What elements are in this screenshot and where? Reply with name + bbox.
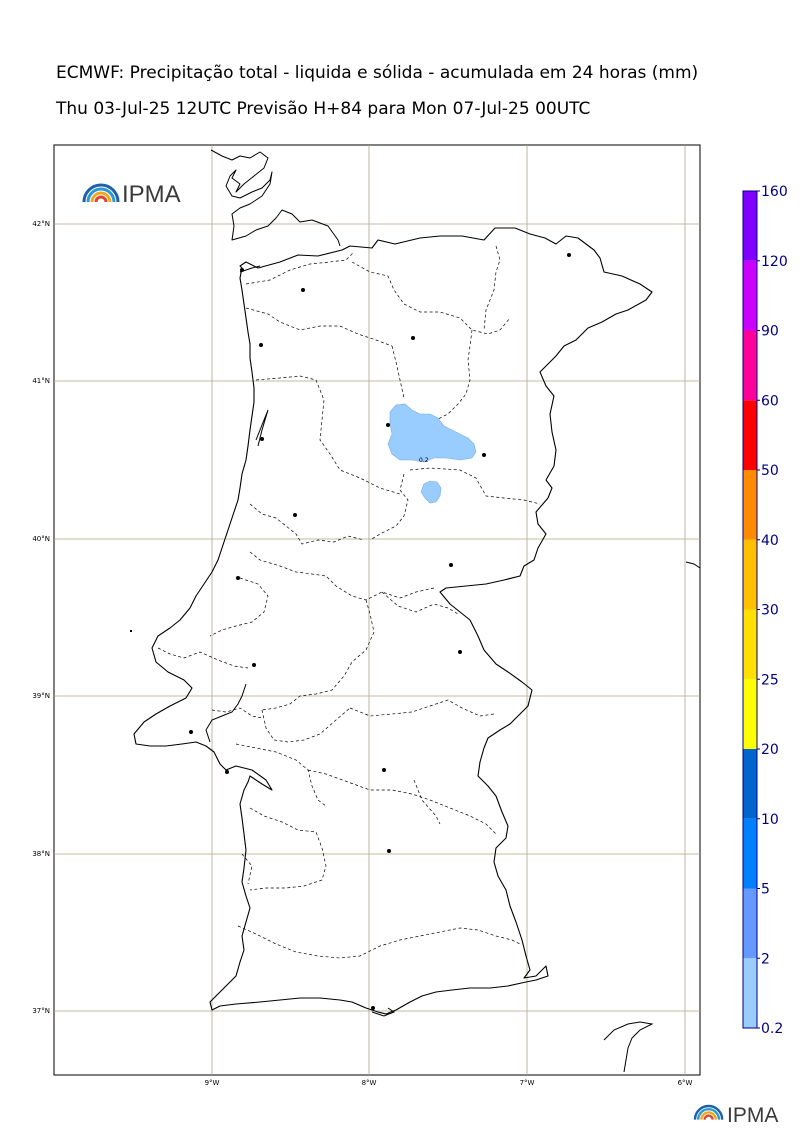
colorbar-segment-10	[743, 749, 757, 819]
city-dot-castelo-branco	[449, 563, 453, 567]
city-dot-beja	[387, 849, 391, 853]
district-boundaries	[157, 245, 541, 959]
chart-title: ECMWF: Precipitação total - liquida e só…	[56, 63, 699, 83]
contour-label: 0.2	[419, 457, 429, 464]
city-dot-braga	[301, 288, 305, 292]
colorbar-segment-50	[743, 400, 757, 470]
colorbar-segment-0.2	[743, 958, 757, 1028]
lon-label-8w: 8°W	[362, 1079, 377, 1087]
city-dot-braganca	[567, 253, 571, 257]
ipma-rainbow-icon-footer	[693, 1104, 724, 1120]
chart-subtitle: Thu 03-Jul-25 12UTC Previsão H+84 para M…	[56, 99, 591, 119]
city-dot-santarem	[252, 663, 256, 667]
city-dot-setubal	[225, 770, 229, 774]
colorbar-segment-120	[743, 191, 757, 261]
colorbar-segment-40	[743, 470, 757, 540]
ipma-logo-map: IPMA	[82, 181, 181, 208]
lon-label-9w: 9°W	[205, 1079, 220, 1087]
graticule	[54, 145, 700, 1075]
portugal-outline	[133, 227, 653, 1015]
map-frame	[53, 144, 701, 1076]
east-edge-river	[685, 561, 701, 569]
lat-label-42n: 42°N	[32, 220, 50, 228]
city-dot-viseu	[386, 423, 390, 427]
colorbar-label-120: 120	[761, 254, 788, 270]
city-dot-guarda	[482, 453, 486, 457]
city-dot-coimbra	[293, 513, 297, 517]
city-dot-porto	[259, 343, 263, 347]
ipma-rainbow-icon	[82, 183, 120, 203]
tejo-estuary	[205, 683, 247, 743]
offshore-islet	[130, 630, 132, 632]
colorbar-segment-2	[743, 888, 757, 959]
lat-label-38n: 38°N	[32, 850, 50, 858]
city-dot-aveiro	[260, 437, 264, 441]
ipma-logo-text: IPMA	[122, 181, 181, 208]
city-dot-faro	[371, 1006, 375, 1010]
colorbar-label-50: 50	[761, 463, 779, 479]
city-dot-viana	[240, 268, 244, 272]
colorbar-label-30: 30	[761, 603, 779, 619]
colorbar-segment-30	[743, 539, 757, 610]
colorbar-label-5: 5	[761, 882, 770, 898]
aveiro-lagoon	[255, 409, 269, 447]
colorbar-label-160: 160	[761, 184, 788, 200]
colorbar-segment-20	[743, 679, 757, 749]
colorbar-label-40: 40	[761, 533, 779, 549]
colorbar-label-25: 25	[761, 672, 779, 688]
colorbar-label-90: 90	[761, 324, 779, 340]
lon-label-6w: 6°W	[678, 1079, 693, 1087]
city-dot-lisboa	[189, 730, 193, 734]
city-dot-leiria	[236, 576, 240, 580]
ipma-logo-footer: IPMA	[693, 1104, 778, 1127]
lat-label-37n: 37°N	[32, 1007, 50, 1015]
colorbar-segment-90	[743, 260, 757, 331]
minho-estuary	[239, 265, 261, 273]
lat-label-39n: 39°N	[32, 692, 50, 700]
colorbar-label-10: 10	[761, 812, 779, 828]
colorbar-label-60: 60	[761, 393, 779, 409]
galicia-coastline	[210, 149, 341, 247]
lon-label-7w: 7°W	[520, 1079, 535, 1087]
andalusia-coastline	[603, 1021, 654, 1073]
city-dots	[189, 253, 571, 1010]
colorbar-segment-25	[743, 609, 757, 680]
colorbar-label-2: 2	[761, 951, 770, 967]
colorbar-label-20: 20	[761, 742, 779, 758]
city-dot-vila-real	[411, 336, 415, 340]
ipma-logo-footer-text: IPMA	[727, 1104, 778, 1127]
lat-label-41n: 41°N	[32, 377, 50, 385]
colorbar-segment-60	[743, 330, 757, 401]
colorbar-segment-5	[743, 818, 757, 889]
precipitation-area-small	[420, 480, 442, 504]
colorbar-label-0.2: 0.2	[761, 1021, 783, 1037]
ria-formosa	[371, 1007, 396, 1017]
precipitation-area-main	[387, 403, 477, 463]
city-dot-evora	[382, 768, 386, 772]
city-dot-portalegre	[458, 650, 462, 654]
lat-label-40n: 40°N	[32, 535, 50, 543]
